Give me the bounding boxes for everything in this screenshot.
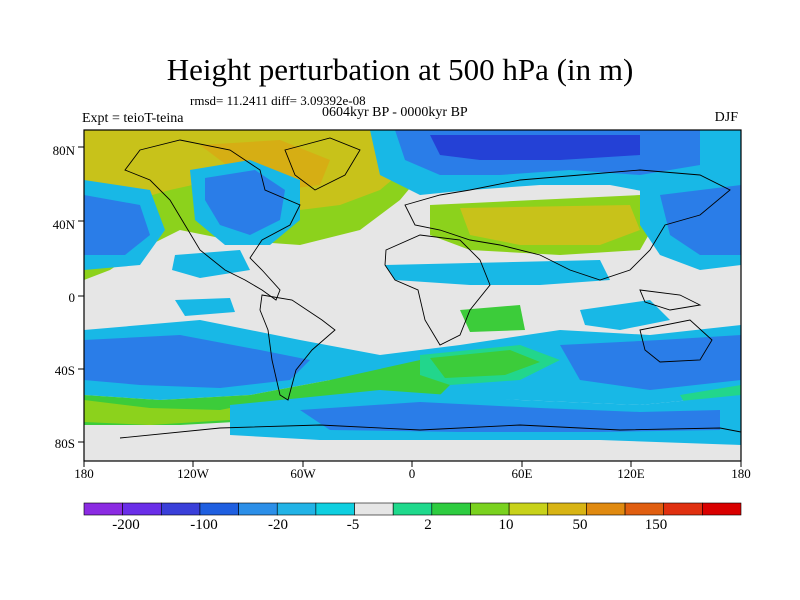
lon-label-60w: 60W [290,466,316,481]
australia-outline [639,319,713,363]
sh-indian-blue [560,335,741,390]
greenland-gold-core [200,140,330,190]
colorbar-label-7: 50 [572,517,588,533]
lat-label-80n: 80N [52,143,75,158]
colorbar-box [199,502,239,516]
season-label: DJF [714,110,738,125]
colorbar-box [122,502,162,516]
contour-field [84,130,741,461]
lat-label-40n: 40N [52,217,75,232]
lon-label-180e: 180 [731,466,751,481]
coastlines [119,137,741,439]
colorbar-box [238,502,278,516]
lon-label-120w: 120W [177,466,209,481]
antarctica-outline [119,424,741,439]
greenland-outline [284,137,361,191]
sh-pacific-blue [84,335,310,388]
colorbar-box [547,502,587,516]
south-america-outline [259,294,336,401]
lon-label-0: 0 [408,466,416,481]
colorbar-box [431,502,471,516]
colorbar-box [83,502,123,516]
south-atlantic-green [430,350,540,378]
colorbar [83,502,742,516]
colorbar-label-3: -20 [268,517,288,533]
antarctic-blue [300,402,720,432]
sh-lime-band [84,400,260,425]
eurasia-deep-blue [430,135,640,160]
namerica-blue [205,170,285,235]
africa-outline [384,234,491,346]
colorbar-box [276,502,317,516]
colorbar-label-1: -200 [112,517,140,533]
colorbar-label-8: 150 [644,517,668,533]
colorbar-label-2: -100 [190,517,218,533]
stats-text: rmsd= 11.2411 diff= 3.09392e-08 [190,93,366,108]
north-america-outline [124,139,301,301]
tropical-patch-2 [385,260,610,285]
colorbar-label-5: 2 [424,517,432,533]
colorbar-box [354,502,394,516]
tropical-patch-4 [580,300,670,330]
axis-ticks [78,146,742,467]
colorbar-box [160,502,201,516]
colorbar-label-4: -5 [346,517,360,533]
colorbar-box [624,502,665,516]
colorbar-box [315,502,355,516]
sh-green-band [84,360,470,425]
colorbar-box [586,502,626,516]
africa-green [460,305,525,332]
colorbar-box [392,502,433,516]
lat-label-40s: 40S [54,363,75,378]
tropical-patch-3 [175,298,235,316]
colorbar-box [508,502,549,516]
polar-neutral-strip [84,440,741,461]
lon-label-180w: 180 [74,466,94,481]
colorbar-box [702,502,742,516]
maritime-continent-outline [639,289,702,311]
lon-label-120e: 120E [617,466,645,481]
eurasia-outline [404,169,731,281]
colorbar-box [470,502,510,516]
nw-pacific-blue [660,185,741,255]
chart-title: Height perturbation at 500 hPa (in m) [166,52,634,87]
ne-pacific-blue [84,195,150,255]
colorbar-box [663,502,703,516]
period-text: 0604kyr BP - 0000kyr BP [322,105,468,120]
asia-olive [460,205,640,245]
colorbar-label-6: 10 [498,517,514,533]
lon-label-60e: 60E [511,466,533,481]
lat-label-80s: 80S [54,436,75,451]
lat-label-0: 0 [68,290,76,305]
experiment-label: Expt = teioT-teina [82,111,184,126]
tropical-patch-1 [172,250,250,278]
